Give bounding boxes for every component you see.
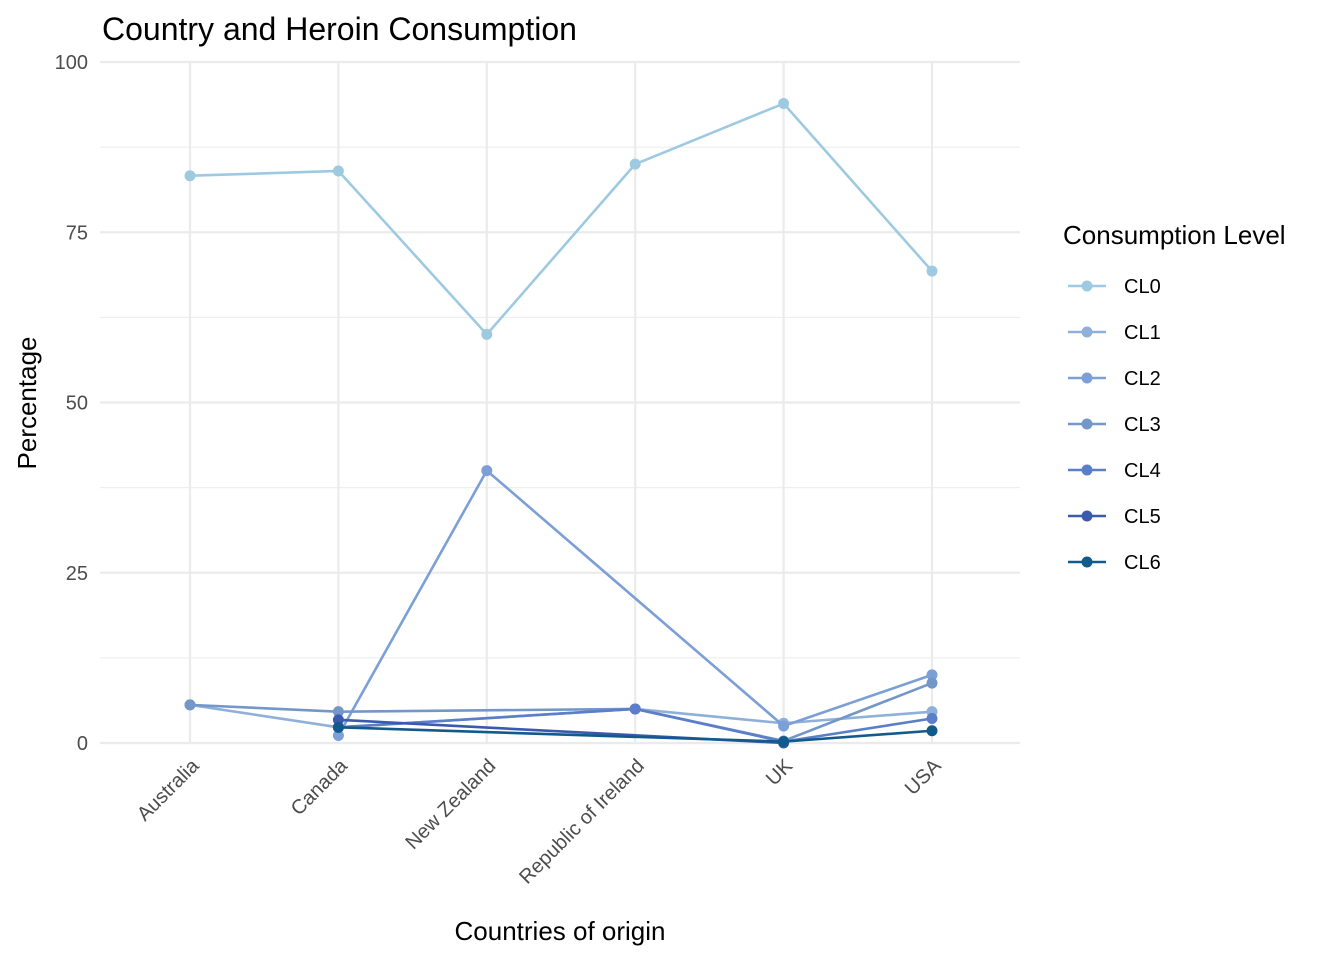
chart-title: Country and Heroin Consumption xyxy=(102,11,577,47)
legend-point xyxy=(1081,464,1093,476)
y-tick-label: 100 xyxy=(55,52,88,74)
series-cl6 xyxy=(332,721,938,748)
legend-point xyxy=(1081,372,1093,384)
data-point xyxy=(481,465,493,477)
legend-point xyxy=(1081,556,1093,568)
legend-title: Consumption Level xyxy=(1063,220,1286,250)
data-point xyxy=(926,725,938,737)
series-cl0 xyxy=(184,98,938,340)
data-point xyxy=(778,736,790,748)
x-tick-label: Canada xyxy=(287,754,353,820)
legend-point xyxy=(1081,326,1093,338)
data-point xyxy=(926,265,938,277)
data-point xyxy=(332,706,344,718)
legend-label: CL6 xyxy=(1124,552,1161,574)
legend-label: CL4 xyxy=(1124,460,1161,482)
legend-item-cl2: CL2 xyxy=(1068,368,1161,390)
series-line xyxy=(188,102,934,336)
series-lines xyxy=(184,98,938,749)
legend-label: CL2 xyxy=(1124,368,1161,390)
series-line xyxy=(337,469,934,737)
legend-label: CL5 xyxy=(1124,506,1161,528)
y-tick-label: 50 xyxy=(66,393,88,415)
data-point xyxy=(778,98,790,110)
data-point xyxy=(332,721,344,733)
data-point xyxy=(926,669,938,681)
legend-item-cl0: CL0 xyxy=(1068,276,1161,298)
series-line xyxy=(337,707,934,743)
legend-label: CL3 xyxy=(1124,414,1161,436)
x-tick-label: Australia xyxy=(133,754,204,825)
legend-point xyxy=(1081,418,1093,430)
legend-label: CL0 xyxy=(1124,276,1161,298)
y-tick-label: 25 xyxy=(66,563,88,585)
data-point xyxy=(926,712,938,724)
x-tick-label: USA xyxy=(901,755,946,800)
x-tick-label: Republic of Ireland xyxy=(515,755,648,888)
x-tick-label: New Zealand xyxy=(401,755,500,854)
y-axis-ticks: 0 25 50 75 100 xyxy=(55,52,88,755)
legend-point xyxy=(1081,280,1093,292)
data-point xyxy=(332,165,344,177)
data-point xyxy=(332,730,344,742)
legend: Consumption Level CL0 CL1 CL2 CL3 CL4 CL5 CL6 xyxy=(1063,220,1286,574)
grid-lines xyxy=(100,60,1020,745)
legend-item-cl6: CL6 xyxy=(1068,552,1161,574)
series-line xyxy=(188,703,934,729)
legend-item-cl3: CL3 xyxy=(1068,414,1161,436)
y-tick-label: 75 xyxy=(66,222,88,244)
legend-point xyxy=(1081,510,1093,522)
legend-items: CL0 CL1 CL2 CL3 CL4 CL5 CL6 xyxy=(1068,276,1161,574)
data-point xyxy=(184,699,196,711)
x-axis-title: Countries of origin xyxy=(455,916,666,946)
series-cl2 xyxy=(332,465,938,742)
y-axis-title: Percentage xyxy=(12,337,42,470)
data-point xyxy=(184,170,196,182)
data-point xyxy=(629,158,641,170)
legend-item-cl4: CL4 xyxy=(1068,460,1161,482)
data-point xyxy=(481,328,493,340)
legend-label: CL1 xyxy=(1124,322,1161,344)
legend-item-cl1: CL1 xyxy=(1068,322,1161,344)
data-point xyxy=(778,720,790,732)
x-tick-label: UK xyxy=(762,755,798,791)
y-tick-label: 0 xyxy=(77,733,88,755)
data-point xyxy=(629,703,641,715)
data-point xyxy=(926,677,938,689)
legend-item-cl5: CL5 xyxy=(1068,506,1161,528)
series-cl1 xyxy=(184,699,938,733)
x-axis-ticks: Australia Canada New Zealand Republic of Ir… xyxy=(133,754,946,888)
